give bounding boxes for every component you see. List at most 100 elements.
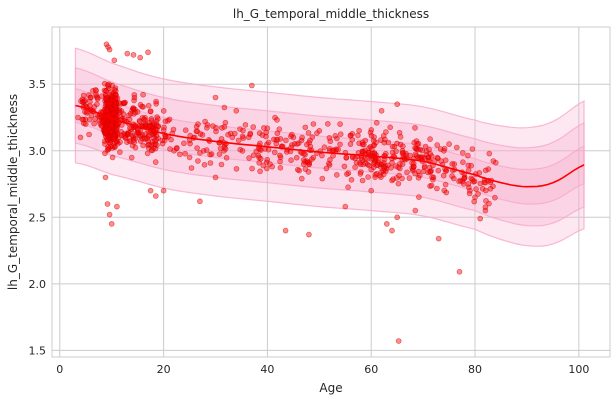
scatter-point — [390, 176, 396, 182]
scatter-point — [128, 154, 135, 161]
scatter-point — [250, 152, 257, 159]
y-tick-label: 3.0 — [29, 145, 47, 158]
scatter-point — [213, 125, 219, 131]
scatter-point — [415, 146, 421, 153]
scatter-point — [106, 211, 113, 218]
scatter-point — [250, 124, 256, 130]
scatter-point — [160, 108, 167, 114]
scatter-point — [111, 57, 118, 64]
x-tick-label: 20 — [157, 363, 171, 376]
scatter-point — [274, 117, 280, 123]
scatter-point — [428, 182, 435, 189]
scatter-point — [337, 141, 343, 148]
scatter-point — [412, 151, 419, 157]
scatter-point — [397, 141, 404, 148]
scatter-point — [406, 175, 413, 181]
x-tick-label: 80 — [468, 363, 482, 376]
scatter-point — [92, 87, 99, 93]
scatter-point — [416, 194, 422, 200]
scatter-point — [429, 174, 435, 180]
scatter-point — [108, 91, 114, 98]
scatter-point — [368, 187, 375, 194]
scatter-point — [327, 138, 334, 145]
scatter-point — [323, 165, 330, 172]
scatter-point — [277, 152, 283, 159]
scatter-point — [293, 154, 300, 161]
scatter-point — [451, 161, 458, 167]
scatter-point — [91, 120, 97, 127]
scatter-point — [375, 157, 382, 163]
scatter-point — [352, 164, 358, 170]
scatter-point — [193, 123, 200, 130]
scatter-point — [366, 162, 373, 169]
scatter-point — [239, 148, 246, 154]
scatter-point — [181, 140, 187, 147]
scatter-point — [426, 146, 432, 153]
scatter-point — [425, 169, 431, 176]
x-tick-label: 40 — [260, 363, 274, 376]
scatter-point — [365, 174, 371, 180]
scatter-point — [92, 116, 98, 122]
scatter-point — [263, 133, 269, 140]
scatter-point — [477, 215, 484, 222]
scatter-point — [434, 154, 441, 161]
scatter-point — [415, 168, 422, 175]
scatter-point — [441, 145, 448, 152]
x-tick-label: 0 — [56, 363, 63, 376]
scatter-point — [269, 163, 276, 170]
scatter-point — [257, 168, 263, 175]
scatter-point — [153, 98, 159, 105]
scatter-point — [410, 160, 417, 167]
scatter-point — [204, 125, 210, 131]
scatter-point — [182, 127, 189, 133]
scatter-point — [476, 170, 483, 176]
scatter-point — [122, 134, 129, 141]
scatter-point — [210, 123, 216, 129]
scatter-point — [440, 172, 447, 179]
scatter-point — [152, 138, 158, 144]
scatter-point — [114, 138, 120, 145]
x-tick-labels: 0 20 40 60 80 100 — [56, 363, 589, 376]
scatter-point — [294, 141, 301, 147]
scatter-point — [145, 49, 151, 56]
scatter-point — [383, 221, 390, 227]
scatter-point — [222, 119, 229, 126]
scatter-point — [155, 116, 161, 122]
scatter-point — [483, 198, 489, 204]
scatter-point — [465, 181, 472, 187]
scatter-point — [197, 198, 203, 205]
scatter-point — [389, 143, 396, 150]
scatter-point — [449, 161, 456, 167]
scatter-point — [207, 160, 214, 166]
scatter-point — [137, 102, 144, 108]
scatter-point — [256, 160, 263, 166]
scatter-point — [274, 130, 281, 137]
scatter-point — [102, 174, 109, 181]
x-tick-label: 60 — [364, 363, 378, 376]
scatter-point — [473, 186, 479, 192]
scatter-point — [240, 127, 246, 134]
scatter-point — [88, 112, 95, 119]
scatter-point — [468, 162, 475, 169]
scatter-point — [122, 99, 128, 106]
scatter-point — [288, 133, 294, 140]
scatter-point — [118, 132, 125, 139]
scatter-point — [108, 221, 115, 227]
scatter-point — [100, 127, 107, 134]
median-line-layer — [75, 104, 585, 188]
scatter-point — [78, 98, 84, 104]
scatter-point — [218, 161, 225, 168]
scatter-point — [307, 143, 314, 150]
scatter-point — [321, 144, 328, 150]
scatter-point — [197, 131, 204, 137]
scatter-point — [298, 175, 305, 182]
scatter-point — [466, 190, 473, 197]
scatter-point — [302, 124, 309, 131]
scatter-point — [412, 125, 418, 131]
scatter-point — [442, 157, 449, 164]
scatter-point — [221, 124, 228, 130]
scatter-point — [114, 95, 121, 102]
scatter-point — [148, 117, 155, 124]
chart-title: lh_G_temporal_middle_thickness — [233, 7, 429, 21]
scatter-point — [343, 154, 350, 161]
